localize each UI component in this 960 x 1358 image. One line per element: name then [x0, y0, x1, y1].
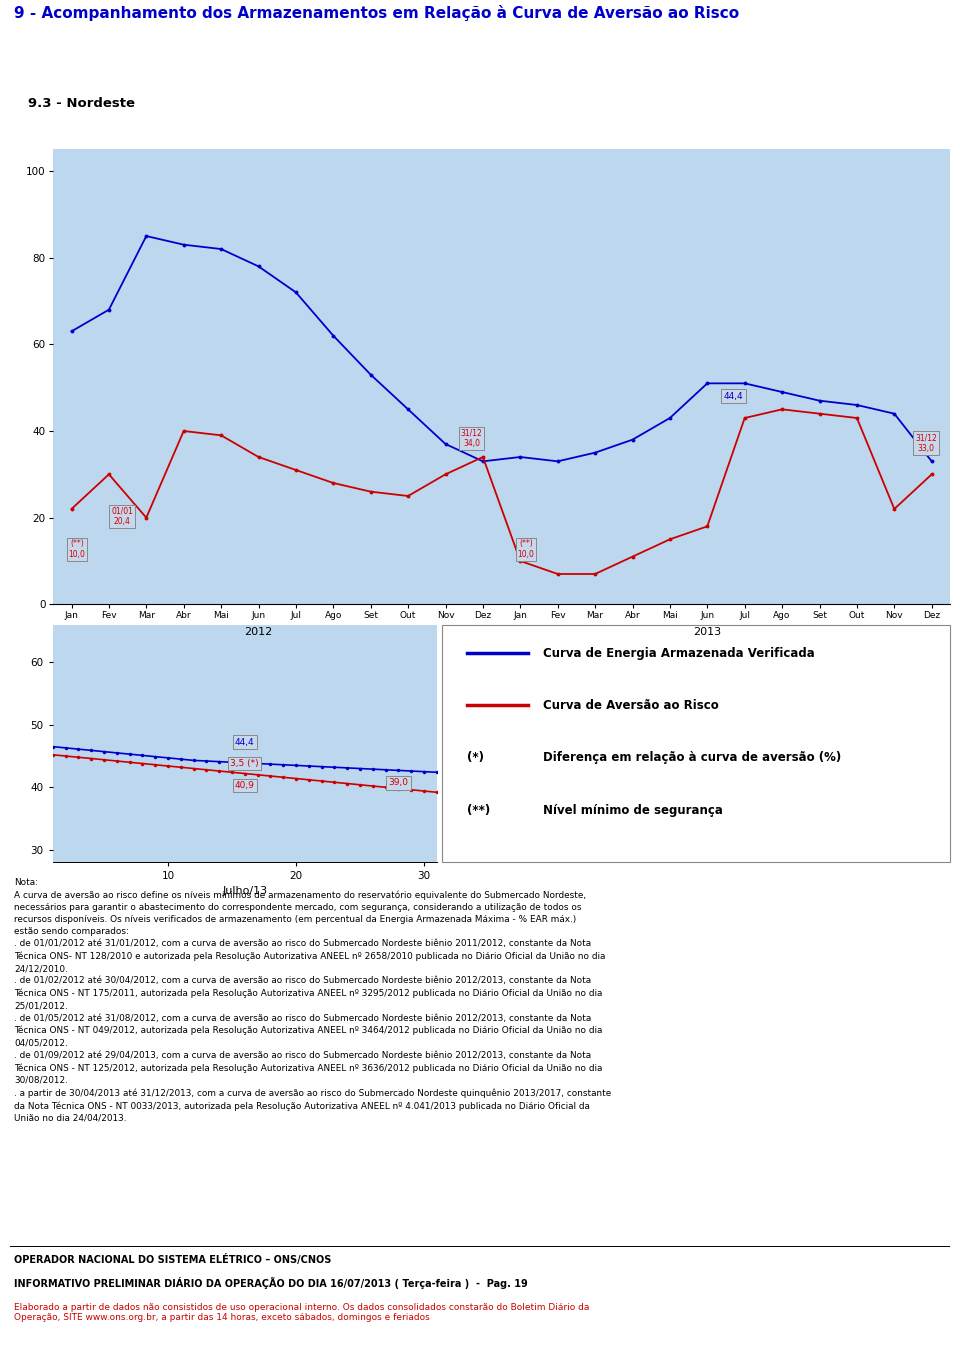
FancyBboxPatch shape: [442, 625, 950, 862]
Text: 9 - Acompanhamento dos Armazenamentos em Relação à Curva de Aversão ao Risco: 9 - Acompanhamento dos Armazenamentos em…: [14, 4, 739, 20]
Text: Curva de Energia Armazenada Verificada: Curva de Energia Armazenada Verificada: [543, 646, 815, 660]
Text: OPERADOR NACIONAL DO SISTEMA ELÉTRICO – ONS/CNOS: OPERADOR NACIONAL DO SISTEMA ELÉTRICO – …: [14, 1255, 331, 1266]
Text: (**)
10,0: (**) 10,0: [69, 539, 85, 559]
Text: (*): (*): [467, 751, 484, 765]
Text: 2012: 2012: [245, 627, 273, 637]
Text: 44,4: 44,4: [235, 737, 254, 747]
Text: 31/12
33,0: 31/12 33,0: [915, 433, 937, 452]
Text: 44,4: 44,4: [724, 391, 743, 401]
Text: 39,0: 39,0: [389, 778, 408, 788]
Text: Nota:
A curva de aversão ao risco define os níveis mínimos de armazenamento do r: Nota: A curva de aversão ao risco define…: [14, 877, 612, 1123]
Text: 01/01
20,4: 01/01 20,4: [111, 507, 132, 527]
Text: INFORMATIVO PRELIMINAR DIÁRIO DA OPERAÇÃO DO DIA 16/07/2013 ( Terça-feira )  -  : INFORMATIVO PRELIMINAR DIÁRIO DA OPERAÇÃ…: [14, 1277, 528, 1289]
Text: (**)
10,0: (**) 10,0: [517, 539, 535, 559]
Text: 9.3 - Nordeste: 9.3 - Nordeste: [29, 98, 135, 110]
Text: 31/12
34,0: 31/12 34,0: [461, 429, 483, 448]
Text: 3,5 (*): 3,5 (*): [230, 759, 259, 769]
Text: 2013: 2013: [693, 627, 721, 637]
X-axis label: Julho/13: Julho/13: [222, 885, 268, 895]
Text: Elaborado a partir de dados não consistidos de uso operacional interno. Os dados: Elaborado a partir de dados não consisti…: [14, 1302, 589, 1321]
Text: 40,9: 40,9: [235, 781, 254, 790]
Text: Nível mínimo de segurança: Nível mínimo de segurança: [543, 804, 723, 816]
Text: (**): (**): [467, 804, 491, 816]
Text: Diferença em relação à curva de aversão (%): Diferença em relação à curva de aversão …: [543, 751, 842, 765]
Text: Curva de Aversão ao Risco: Curva de Aversão ao Risco: [543, 699, 719, 712]
